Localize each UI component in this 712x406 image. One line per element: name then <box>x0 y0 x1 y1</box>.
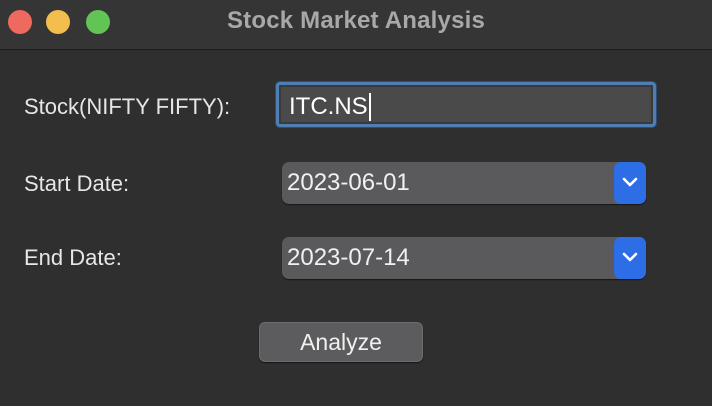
end-date-select[interactable]: 2023-07-14 <box>282 237 646 279</box>
end-date-dropdown-button[interactable] <box>614 237 646 279</box>
start-date-label: Start Date: <box>24 171 130 196</box>
maximize-window-icon[interactable] <box>86 10 110 34</box>
chevron-down-icon <box>622 252 638 262</box>
window-title: Stock Market Analysis <box>226 7 486 34</box>
chevron-down-icon <box>622 177 638 187</box>
stock-input-content: ITC.NS <box>289 93 371 121</box>
stock-input-field[interactable] <box>281 87 651 122</box>
start-date-dropdown-button[interactable] <box>614 162 646 204</box>
stock-label: Stock(NIFTY FIFTY): <box>24 94 231 119</box>
title-bar: Stock Market Analysis <box>0 0 712 50</box>
minimize-window-icon[interactable] <box>46 10 70 34</box>
text-caret <box>368 93 371 121</box>
analyze-button[interactable]: Analyze <box>259 322 423 362</box>
stock-input[interactable]: ITC.NS <box>276 82 656 127</box>
start-date-value: 2023-06-01 <box>287 169 410 196</box>
stock-input-value: ITC.NS <box>289 93 368 120</box>
close-window-icon[interactable] <box>8 10 32 34</box>
end-date-value: 2023-07-14 <box>287 244 410 271</box>
end-date-label: End Date: <box>24 245 122 270</box>
start-date-select[interactable]: 2023-06-01 <box>282 162 646 204</box>
